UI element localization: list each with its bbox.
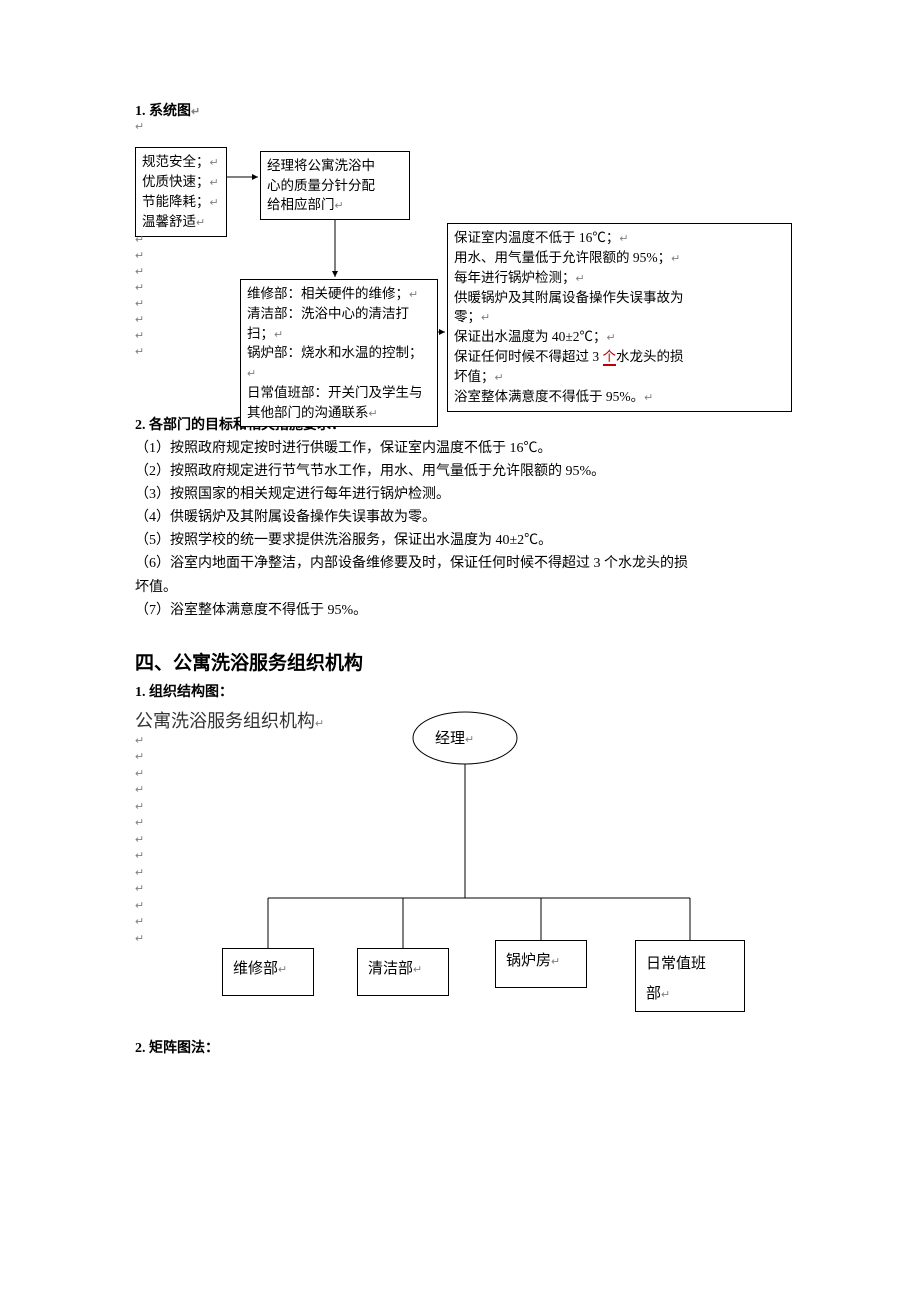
return-mark: ↵ [191, 106, 200, 118]
flow-box-departments: 维修部：相关硬件的维修；↵ 清洁部：洗浴中心的清洁打扫；↵ 锅炉部：烧水和水温的… [240, 279, 438, 427]
org-dept-cleaning: 清洁部↵ [357, 948, 449, 996]
list-item: （1）按照政府规定按时进行供暖工作，保证室内温度不低于 16℃。 [135, 437, 790, 460]
org-dept-maintenance: 维修部↵ [222, 948, 314, 996]
targets-list: （1）按照政府规定按时进行供暖工作，保证室内温度不低于 16℃。 （2）按照政府… [135, 437, 790, 622]
heading-system-diagram: 1. 系统图↵ [135, 100, 790, 120]
heading-dept-targets: 2. 各部门的目标和相关措施要求： [135, 414, 790, 434]
flow-box-targets: 保证室内温度不低于 16℃；↵ 用水、用气量低于允许限额的 95%；↵ 每年进行… [447, 223, 792, 412]
org-chart: 公寓洗浴服务组织机构↵ 经理↵ ↵ ↵ ↵ ↵ ↵ ↵ ↵ ↵ ↵ ↵ ↵ ↵ [135, 703, 795, 1033]
org-dept-duty: 日常值班部↵ [635, 940, 745, 1012]
org-dept-boiler: 锅炉房↵ [495, 940, 587, 988]
list-item: （2）按照政府规定进行节气节水工作，用水、用气量低于允许限额的 95%。 [135, 460, 790, 483]
list-item: （5）按照学校的统一要求提供洗浴服务，保证出水温度为 40±2℃。 [135, 529, 790, 552]
heading-org-structure: 四、公寓洗浴服务组织机构 [135, 648, 790, 675]
org-root-label: 经理↵ [435, 727, 474, 748]
list-item: （3）按照国家的相关规定进行每年进行锅炉检测。 [135, 483, 790, 506]
system-flow-diagram: 规范安全；↵ 优质快速；↵ 节能降耗；↵ 温馨舒适↵ 经理将公寓洗浴中 心的质量… [135, 137, 795, 412]
flow-box-manager: 经理将公寓洗浴中 心的质量分针分配 给相应部门↵ [260, 151, 410, 220]
flow-box-policy: 规范安全；↵ 优质快速；↵ 节能降耗；↵ 温馨舒适↵ [135, 147, 227, 237]
list-item: （6）浴室内地面干净整洁，内部设备维修要及时，保证任何时候不得超过 3 个水龙头… [135, 552, 790, 575]
list-item: （7）浴室整体满意度不得低于 95%。 [135, 599, 790, 622]
subheading-org-chart: 1. 组织结构图： [135, 681, 790, 701]
list-item: 坏值。 [135, 576, 790, 599]
list-item: （4）供暖锅炉及其附属设备操作失误事故为零。 [135, 506, 790, 529]
return-mark: ↵ [135, 120, 790, 133]
subheading-matrix: 2. 矩阵图法： [135, 1037, 790, 1057]
